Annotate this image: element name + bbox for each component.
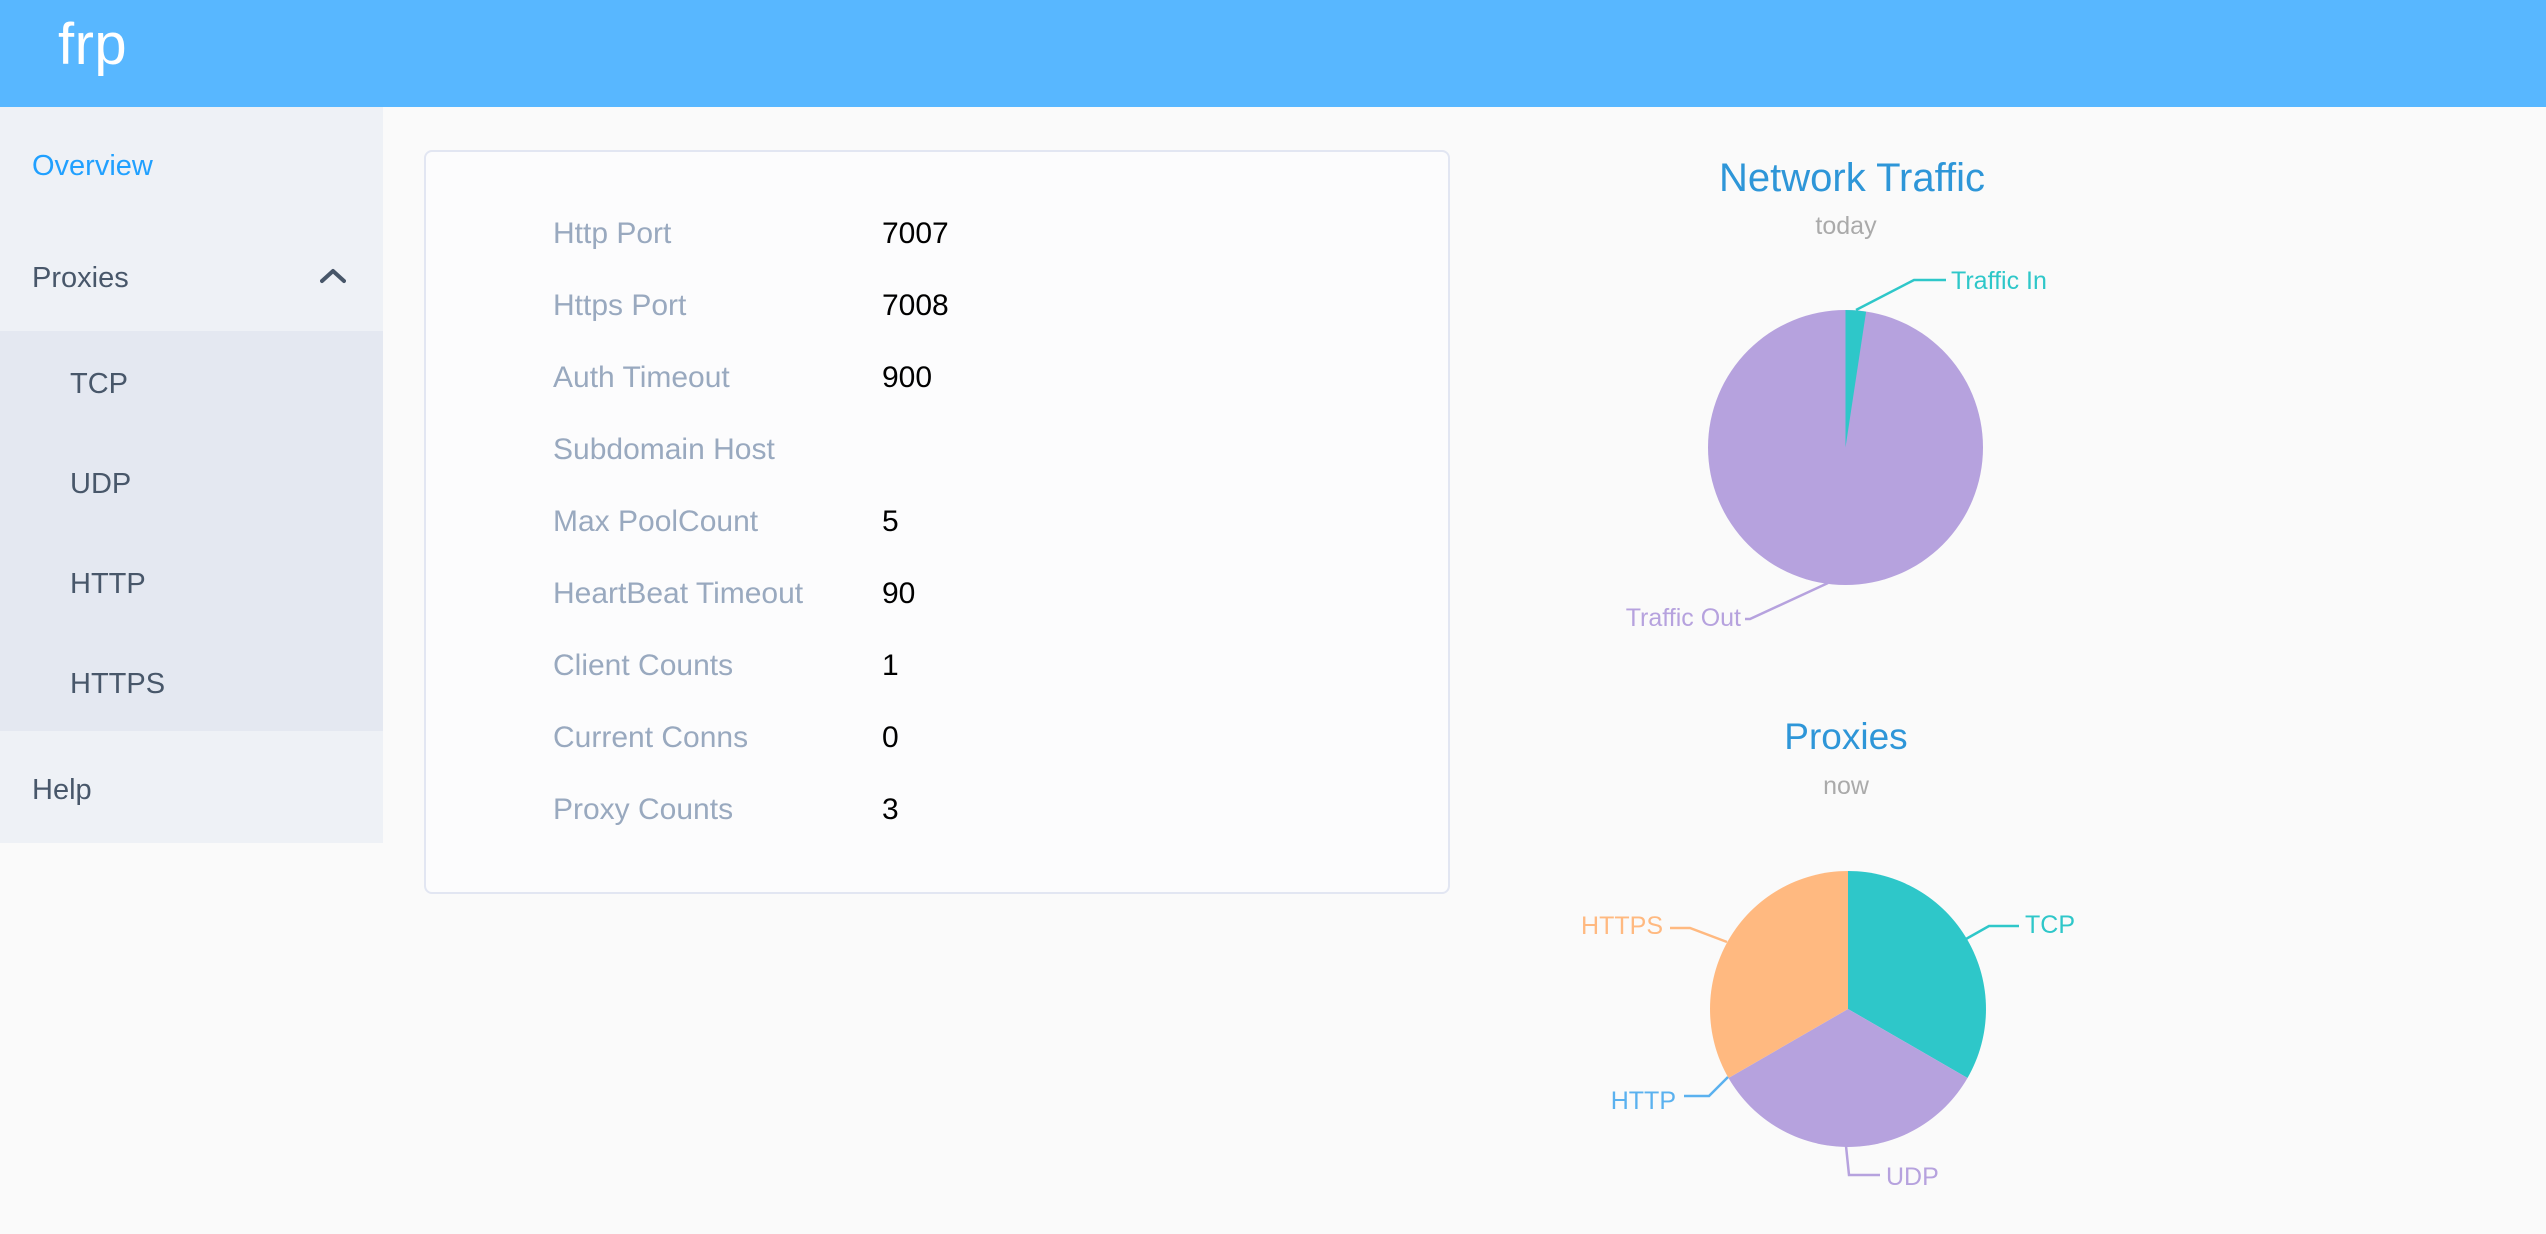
svg-text:TCP: TCP xyxy=(2025,911,2075,939)
svg-text:Traffic In: Traffic In xyxy=(1951,267,2047,295)
svg-text:UDP: UDP xyxy=(1886,1163,1939,1191)
svg-text:HTTPS: HTTPS xyxy=(1581,912,1663,940)
svg-text:Traffic Out: Traffic Out xyxy=(1626,604,1741,632)
svg-text:HTTP: HTTP xyxy=(1611,1087,1676,1115)
